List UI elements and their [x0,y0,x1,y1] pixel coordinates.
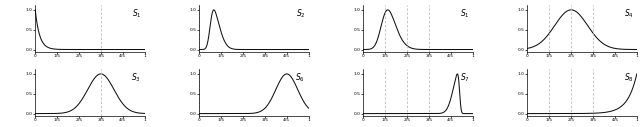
Text: $S_6$: $S_6$ [296,72,305,84]
Text: $S_8$: $S_8$ [623,72,634,84]
Text: $S_1$: $S_1$ [132,7,141,20]
Text: $S_3$: $S_3$ [131,72,141,84]
Text: $S_1$: $S_1$ [460,7,470,20]
Text: $S_2$: $S_2$ [296,7,305,20]
Text: $S_7$: $S_7$ [460,72,470,84]
Text: $S_4$: $S_4$ [623,7,634,20]
